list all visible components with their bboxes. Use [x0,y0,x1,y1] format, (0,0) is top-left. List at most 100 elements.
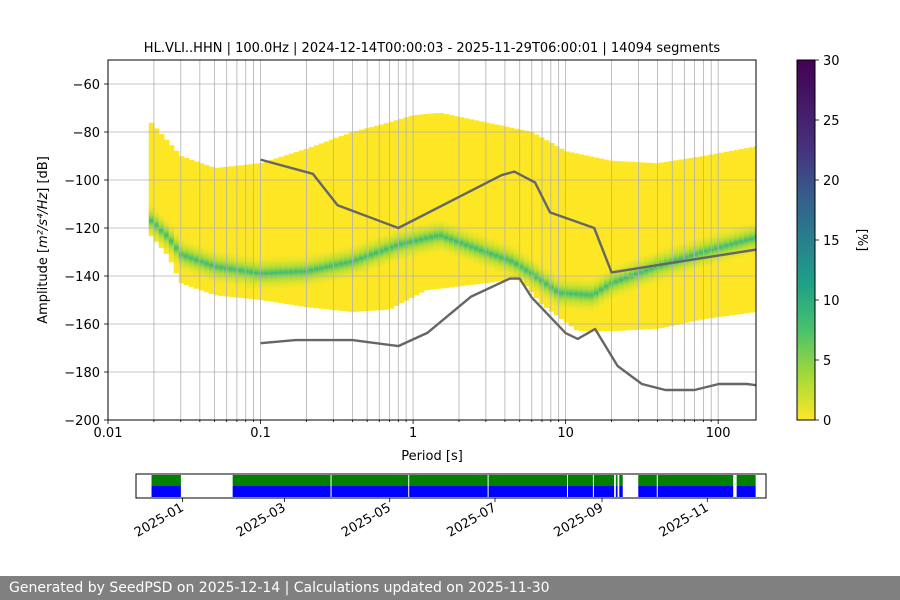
psd-column [348,132,355,312]
psd-mode-band [208,246,215,285]
psd-mode-band [218,248,225,287]
psd-column [533,134,540,298]
psd-mode-band [688,236,695,276]
psd-mode-band [748,219,755,259]
coverage-range-bar [151,486,181,497]
psd-mode-band [423,219,430,258]
psd-column [458,117,465,287]
psd-mode-band [718,227,725,267]
psd-mode-band [743,221,750,260]
psd-mode-band [228,249,235,289]
psd-mode-band [258,254,265,293]
psd-mode-band [448,220,455,259]
colorbar-tick-label: 25 [823,114,840,129]
psd-column [628,161,635,331]
psd-column [618,161,625,331]
psd-mode-band [463,225,470,265]
psd-mode-band [298,252,305,291]
psd-mode-band [183,237,190,276]
psd-mode-band [188,238,195,278]
psd-column [323,141,330,310]
psd-column [578,154,585,332]
psd-column [438,113,445,289]
psd-mode-band [523,250,530,290]
psd-column [423,114,430,291]
psd-mode-band [388,228,395,267]
psd-mode-band [413,221,420,260]
psd-mode-band [683,238,690,277]
psd-range-bar [736,475,756,486]
psd-mode-band [163,216,170,255]
timeline-axis: 2025-01 2025-03 2025-05 2025-07 2025-09 2025-… [132,498,711,541]
psd-column [538,137,545,304]
psd-mode-band [588,275,595,315]
psd-mode-band [593,273,600,313]
psd-column [213,167,220,296]
coverage-range-bar [232,486,615,497]
psd-column [613,161,620,331]
psd-column [378,124,385,311]
timeline-bars [151,475,756,497]
y-tick-label: −100 [64,174,100,189]
psd-column [568,152,575,327]
psd-mode-band [268,253,275,293]
colorbar-tick-label: 20 [823,174,840,189]
y-tick-label: −80 [73,126,100,141]
psd-mode-band [148,201,155,241]
psd-mode-band [433,216,440,256]
psd-column [158,134,165,248]
psd-column [153,128,160,242]
y-tick-label: −200 [64,414,100,429]
psd-density-heatmap [148,113,756,332]
psd-column [663,161,670,327]
psd-mode-band [553,271,560,311]
psd-column [278,156,285,304]
psd-mode-band [168,221,175,261]
psd-column [563,151,570,323]
psd-column [573,153,580,331]
psd-column [198,163,205,291]
psd-column [413,114,420,296]
psd-mode-band [363,237,370,276]
psd-column [433,113,440,290]
psd-mode-band [643,251,650,290]
y-axis-label: Amplitude [m²/s⁴/Hz] [dB] [36,156,51,324]
psd-column [208,166,215,295]
psd-column [298,150,305,307]
psd-column [498,125,505,282]
psd-mode-band [633,254,640,294]
x-tick-label: 1 [409,426,417,441]
psd-mode-band [618,260,625,299]
psd-range-bar [232,475,615,486]
psd-column [543,140,550,308]
psd-column [218,167,225,296]
psd-mode-band [428,218,435,257]
colorbar: 0 5 10 15 20 25 30 [%] [796,54,869,429]
psd-mode-band [613,262,620,301]
psd-mode-band [213,247,220,286]
psd-mode-band [313,249,320,289]
psd-column [283,155,290,305]
psd-column [228,166,235,297]
psd-column [328,139,335,310]
psd-range-bar [615,475,618,486]
psd-column [393,120,400,306]
plot-frame [107,59,757,421]
psd-column [248,164,255,300]
psd-mode-band [698,233,705,272]
psd-column [358,129,365,312]
psd-column [483,122,490,284]
x-tick-label: 0.01 [94,426,123,441]
x-tick-label: 0.1 [250,426,271,441]
psd-column [313,145,320,309]
y-tick-label: −60 [73,78,100,93]
timeline-tick-label: 2025-05 [339,500,394,540]
psd-column [548,143,555,312]
y-axis-label-tail: ] [dB] [36,156,51,193]
psd-mode-band [483,232,490,272]
timeline-tick-label: 2025-09 [551,500,606,540]
psd-mode-band [653,247,660,287]
psd-mode-band [703,232,710,271]
psd-column [523,130,530,287]
psd-column [418,114,425,293]
